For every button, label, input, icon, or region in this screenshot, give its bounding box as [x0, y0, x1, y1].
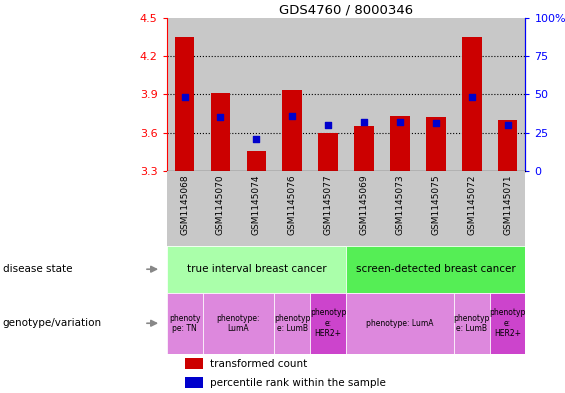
Text: phenotyp
e:
HER2+: phenotyp e: HER2+: [489, 309, 525, 338]
Text: GSM1145072: GSM1145072: [467, 174, 476, 235]
Bar: [318, 132, 338, 171]
Text: percentile rank within the sample: percentile rank within the sample: [210, 378, 385, 388]
Point: [359, 119, 368, 125]
Bar: [382, 18, 418, 171]
Bar: [275, 18, 310, 171]
Bar: [489, 171, 525, 246]
Text: phenoty
pe: TN: phenoty pe: TN: [169, 314, 201, 333]
Title: GDS4760 / 8000346: GDS4760 / 8000346: [279, 4, 413, 17]
Bar: [418, 171, 454, 246]
Text: GSM1145071: GSM1145071: [503, 174, 512, 235]
Text: GSM1145074: GSM1145074: [252, 174, 261, 235]
Point: [180, 94, 189, 101]
Bar: [211, 93, 231, 171]
Bar: [354, 126, 374, 171]
Bar: [202, 293, 275, 354]
Text: phenotype:
LumA: phenotype: LumA: [217, 314, 260, 333]
Text: phenotyp
e: LumB: phenotyp e: LumB: [274, 314, 310, 333]
Bar: [454, 18, 489, 171]
Bar: [454, 293, 489, 354]
Bar: [275, 171, 310, 246]
Bar: [238, 18, 275, 171]
Bar: [426, 117, 446, 171]
Text: disease state: disease state: [3, 264, 72, 274]
Bar: [498, 120, 518, 171]
Bar: [167, 18, 202, 171]
Bar: [185, 358, 202, 369]
Text: phenotyp
e:
HER2+: phenotyp e: HER2+: [310, 309, 346, 338]
Bar: [185, 377, 202, 388]
Text: phenotype: LumA: phenotype: LumA: [366, 319, 433, 328]
Bar: [246, 151, 266, 171]
Bar: [390, 116, 410, 171]
Bar: [462, 37, 481, 171]
Bar: [489, 18, 525, 171]
Bar: [275, 293, 310, 354]
Bar: [346, 246, 525, 293]
Text: GSM1145076: GSM1145076: [288, 174, 297, 235]
Point: [288, 113, 297, 119]
Bar: [310, 171, 346, 246]
Text: GSM1145070: GSM1145070: [216, 174, 225, 235]
Bar: [418, 18, 454, 171]
Text: transformed count: transformed count: [210, 359, 307, 369]
Text: screen-detected breast cancer: screen-detected breast cancer: [356, 264, 516, 274]
Bar: [175, 37, 194, 171]
Bar: [454, 171, 489, 246]
Text: genotype/variation: genotype/variation: [3, 318, 102, 328]
Text: GSM1145068: GSM1145068: [180, 174, 189, 235]
Point: [252, 136, 261, 142]
Bar: [167, 171, 202, 246]
Text: true interval breast cancer: true interval breast cancer: [186, 264, 326, 274]
Bar: [202, 18, 238, 171]
Text: GSM1145073: GSM1145073: [396, 174, 405, 235]
Bar: [202, 171, 238, 246]
Bar: [310, 293, 346, 354]
Point: [467, 94, 476, 101]
Bar: [346, 18, 382, 171]
Bar: [167, 246, 346, 293]
Bar: [167, 293, 202, 354]
Point: [324, 122, 333, 128]
Bar: [346, 171, 382, 246]
Point: [396, 119, 405, 125]
Text: phenotyp
e: LumB: phenotyp e: LumB: [454, 314, 490, 333]
Point: [503, 122, 512, 128]
Bar: [346, 293, 454, 354]
Bar: [310, 18, 346, 171]
Bar: [282, 90, 302, 171]
Bar: [382, 171, 418, 246]
Text: GSM1145069: GSM1145069: [359, 174, 368, 235]
Bar: [238, 171, 275, 246]
Point: [431, 120, 440, 127]
Bar: [489, 293, 525, 354]
Text: GSM1145075: GSM1145075: [431, 174, 440, 235]
Text: GSM1145077: GSM1145077: [324, 174, 333, 235]
Point: [216, 114, 225, 120]
